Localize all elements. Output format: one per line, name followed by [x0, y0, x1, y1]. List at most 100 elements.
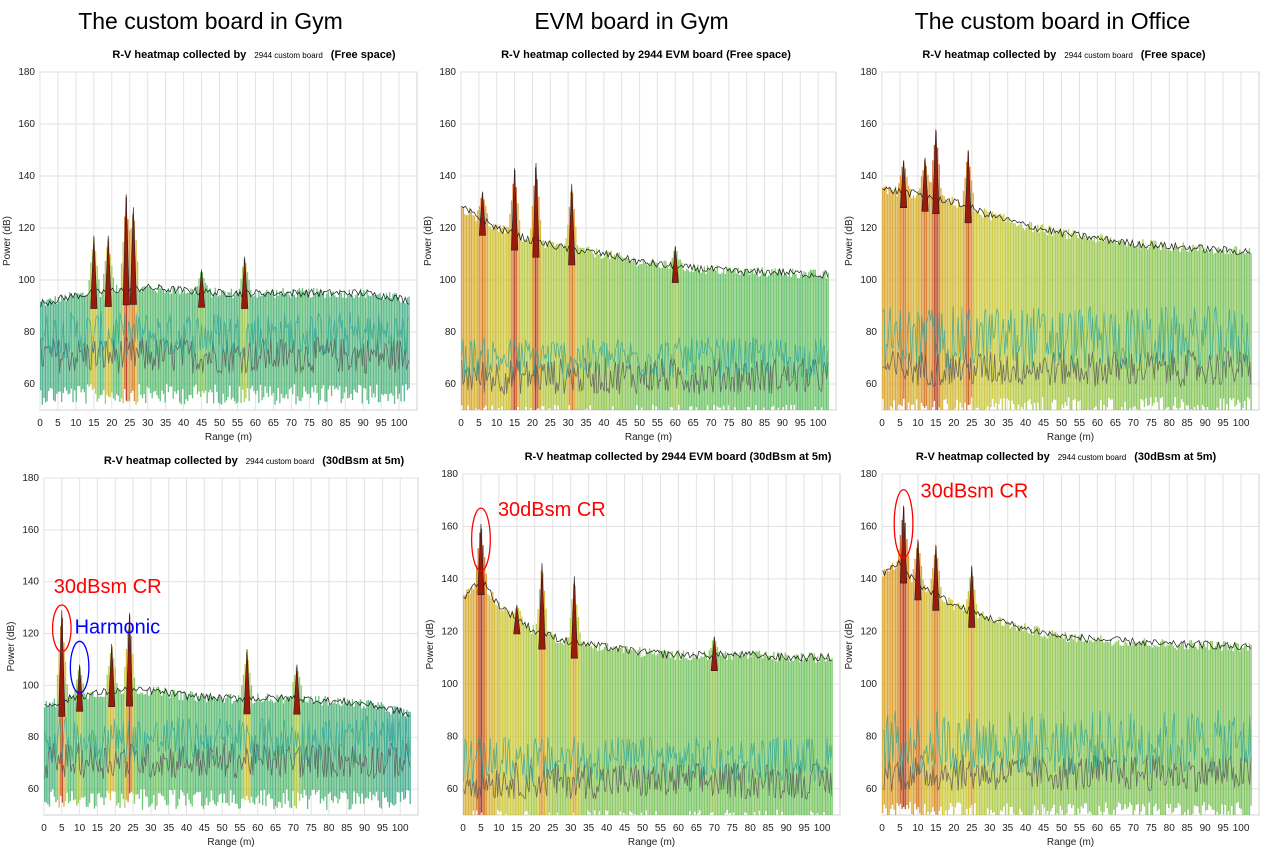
y-tick-label: 80	[24, 327, 36, 338]
x-tick-label: 40	[601, 823, 613, 834]
peak-mark	[899, 160, 908, 209]
x-tick-label: 20	[948, 418, 960, 429]
x-tick-label: 90	[1200, 823, 1212, 834]
noise-trace	[463, 736, 833, 784]
y-tick-label: 80	[445, 327, 457, 338]
y-tick-label: 160	[441, 521, 458, 532]
y-tick-label: 180	[22, 473, 39, 484]
x-tick-label: 5	[897, 418, 903, 429]
x-axis-label: Range (m)	[628, 837, 675, 848]
x-tick-label: 55	[232, 418, 244, 429]
y-tick-label: 160	[860, 521, 877, 532]
y-tick-label: 160	[18, 119, 35, 130]
y-axis-label: Power (dB)	[425, 619, 436, 669]
x-tick-label: 65	[1110, 823, 1122, 834]
chart-panel-3: R-V heatmap collected by 2944 custom boar…	[844, 49, 1260, 443]
x-tick-label: 50	[1056, 823, 1068, 834]
y-tick-label: 120	[18, 223, 35, 234]
x-tick-label: 10	[493, 823, 505, 834]
y-tick-label: 120	[860, 626, 877, 637]
noise-trace	[44, 716, 411, 764]
chart-title: R-V heatmap collected by 2944 custom boar…	[104, 455, 405, 467]
x-tick-label: 90	[358, 418, 370, 429]
x-tick-label: 25	[127, 823, 139, 834]
x-tick-label: 5	[478, 823, 484, 834]
peak-mark	[58, 610, 66, 717]
x-tick-label: 95	[377, 823, 389, 834]
x-tick-label: 5	[476, 418, 482, 429]
x-tick-label: 5	[897, 823, 903, 834]
x-tick-label: 55	[234, 823, 246, 834]
data-surface	[882, 507, 1252, 815]
annotation-ellipse	[69, 640, 90, 694]
peak-mark	[243, 649, 251, 715]
x-tick-label: 40	[181, 823, 193, 834]
annotation-ellipse	[893, 489, 914, 559]
x-tick-label: 85	[759, 418, 771, 429]
chart-title: R-V heatmap collected by 2944 custom boar…	[922, 49, 1206, 61]
chart-title-main: R-V heatmap collected by	[916, 451, 1051, 463]
y-axis-label: Power (dB)	[2, 216, 13, 266]
x-tick-label: 90	[359, 823, 371, 834]
annotation-label: Harmonic	[75, 616, 161, 638]
x-tick-label: 35	[160, 418, 172, 429]
y-tick-label: 80	[866, 327, 878, 338]
chart-title-condition: (Free space)	[1141, 49, 1206, 61]
x-tick-label: 30	[563, 418, 575, 429]
peak-mark	[90, 235, 98, 309]
x-tick-label: 75	[1146, 823, 1158, 834]
noise-floor-trace	[463, 761, 833, 800]
y-tick-label: 140	[18, 171, 35, 182]
envelope-trace	[44, 686, 410, 717]
peak-mark	[570, 576, 578, 659]
x-tick-label: 100	[391, 418, 408, 429]
peak-mark	[513, 605, 521, 635]
x-axis-label: Range (m)	[1047, 837, 1094, 848]
x-tick-label: 65	[688, 418, 700, 429]
x-tick-label: 65	[270, 823, 282, 834]
x-tick-label: 10	[491, 418, 503, 429]
envelope-trace	[882, 559, 1251, 651]
x-tick-label: 95	[799, 823, 811, 834]
x-tick-label: 15	[930, 418, 942, 429]
chart-panel-1: R-V heatmap collected by 2944 custom boar…	[2, 49, 418, 443]
x-tick-label: 55	[655, 823, 667, 834]
x-tick-label: 90	[781, 823, 793, 834]
y-tick-label: 180	[441, 469, 458, 480]
peak-mark	[568, 183, 576, 266]
peak-mark	[108, 643, 116, 707]
peak-mark	[129, 207, 137, 305]
x-tick-label: 0	[458, 418, 464, 429]
x-tick-label: 100	[1233, 823, 1250, 834]
x-tick-label: 45	[1038, 823, 1050, 834]
x-tick-label: 70	[705, 418, 717, 429]
x-tick-label: 80	[1164, 418, 1176, 429]
peak-mark	[532, 162, 540, 258]
chart-title-board: 2944 custom board	[1064, 51, 1133, 60]
x-tick-label: 80	[1164, 823, 1176, 834]
x-tick-label: 90	[777, 418, 789, 429]
y-tick-label: 120	[860, 223, 877, 234]
y-tick-label: 160	[860, 119, 877, 130]
annotation-label: 30dBsm CR	[54, 576, 162, 598]
x-tick-label: 30	[984, 418, 996, 429]
noise-trace	[461, 337, 829, 379]
x-tick-label: 95	[376, 418, 388, 429]
x-tick-label: 10	[912, 418, 924, 429]
x-tick-label: 85	[1182, 418, 1194, 429]
annotation-ellipse	[470, 507, 491, 572]
y-tick-label: 180	[860, 67, 877, 78]
x-tick-label: 20	[106, 418, 118, 429]
y-tick-label: 60	[24, 379, 36, 390]
x-tick-label: 100	[814, 823, 831, 834]
y-axis-label: Power (dB)	[844, 619, 855, 669]
x-tick-label: 75	[304, 418, 316, 429]
peak-mark	[671, 246, 679, 283]
y-axis-label: Power (dB)	[844, 216, 855, 266]
peak-mark	[76, 664, 84, 712]
x-tick-label: 15	[509, 418, 521, 429]
y-tick-label: 120	[441, 626, 458, 637]
chart-title-board: 2944 custom board	[254, 51, 323, 60]
y-tick-label: 140	[439, 171, 456, 182]
column-title-custom-gym: The custom board in Gym	[78, 8, 343, 34]
